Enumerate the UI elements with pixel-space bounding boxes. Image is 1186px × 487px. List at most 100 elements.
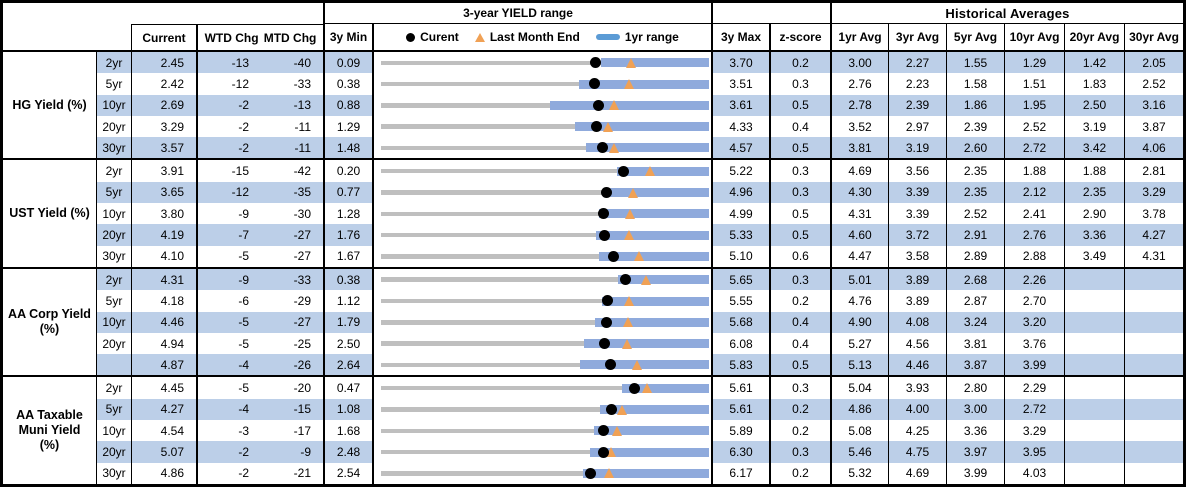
3y-max-value: 4.33 bbox=[711, 115, 769, 138]
avg-value-30yr-avg: 3.29 bbox=[1124, 181, 1183, 204]
range-bar-1yr bbox=[602, 296, 709, 306]
3y-max-value: 5.83 bbox=[711, 354, 769, 376]
range-bar-1yr bbox=[583, 468, 709, 478]
wtd-chg-value: -13 bbox=[196, 52, 261, 74]
range-track-3yr bbox=[381, 385, 709, 391]
avg-value-1yr-avg: 5.01 bbox=[830, 268, 888, 291]
yield-range-chart bbox=[372, 268, 711, 291]
3y-max-value: 3.61 bbox=[711, 94, 769, 116]
yield-range-chart bbox=[372, 332, 711, 355]
avg-value-30yr-avg bbox=[1124, 462, 1183, 484]
3y-max-value: 5.89 bbox=[711, 420, 769, 442]
avg-value-1yr-avg: 5.27 bbox=[830, 332, 888, 355]
last-month-end-triangle bbox=[604, 468, 615, 479]
avg-value-1yr-avg: 2.78 bbox=[830, 94, 888, 116]
3y-max-value: 3.51 bbox=[711, 73, 769, 95]
current-dot bbox=[600, 186, 612, 198]
z-score-value: 0.2 bbox=[769, 420, 830, 442]
range-track-3yr bbox=[381, 362, 709, 368]
z-score-value: 0.5 bbox=[769, 354, 830, 376]
current-dot bbox=[591, 121, 603, 133]
avg-value-20yr-avg bbox=[1064, 268, 1124, 291]
legend-current: Curent bbox=[406, 30, 459, 44]
last-month-end-triangle bbox=[609, 142, 620, 153]
wtd-chg-value: -2 bbox=[196, 462, 261, 484]
avg-value-5yr-avg: 1.58 bbox=[946, 73, 1004, 95]
tenor-label: 20yr bbox=[96, 441, 131, 463]
3y-max-value: 3.70 bbox=[711, 52, 769, 74]
avg-value-1yr-avg: 4.60 bbox=[830, 224, 888, 246]
z-score-value: 0.2 bbox=[769, 398, 830, 421]
avg-value-10yr-avg: 3.95 bbox=[1004, 441, 1064, 463]
yield-range-chart bbox=[372, 290, 711, 312]
tenor-label: 2yr bbox=[96, 52, 131, 74]
avg-value-5yr-avg: 1.55 bbox=[946, 52, 1004, 74]
last-month-end-triangle bbox=[623, 317, 634, 328]
avg-value-10yr-avg: 2.26 bbox=[1004, 268, 1064, 291]
avg-value-1yr-avg: 2.76 bbox=[830, 73, 888, 95]
3y-min-value: 0.77 bbox=[323, 181, 372, 204]
range-track-3yr bbox=[381, 254, 709, 259]
range-bar-1yr bbox=[600, 58, 709, 68]
avg-value-1yr-avg: 4.69 bbox=[830, 160, 888, 182]
avg-value-20yr-avg bbox=[1064, 420, 1124, 442]
avg-value-30yr-avg: 4.06 bbox=[1124, 137, 1183, 159]
3y-max-value: 4.96 bbox=[711, 181, 769, 204]
avg-value-10yr-avg: 1.88 bbox=[1004, 160, 1064, 182]
avg-value-10yr-avg: 2.41 bbox=[1004, 203, 1064, 225]
section-label: UST Yield (%) bbox=[3, 160, 96, 267]
avg-value-3yr-avg: 3.58 bbox=[888, 245, 946, 267]
avg-value-20yr-avg bbox=[1064, 290, 1124, 312]
table-header: 3-year YIELD range Historical Averages C… bbox=[3, 3, 1183, 52]
current-value: 4.19 bbox=[131, 224, 196, 246]
3y-min-value: 0.09 bbox=[323, 52, 372, 74]
range-bar-1yr bbox=[595, 230, 709, 240]
z-score-value: 0.2 bbox=[769, 290, 830, 312]
avg-value-3yr-avg: 4.08 bbox=[888, 311, 946, 333]
tenor-label: 30yr bbox=[96, 462, 131, 484]
range-bar-1yr bbox=[595, 317, 709, 327]
current-dot bbox=[589, 78, 601, 90]
yield-range-chart bbox=[372, 398, 711, 421]
col-header-current: Current bbox=[131, 24, 196, 50]
avg-value-10yr-avg: 3.20 bbox=[1004, 311, 1064, 333]
mtd-chg-value: -20 bbox=[293, 381, 311, 396]
avg-value-30yr-avg bbox=[1124, 441, 1183, 463]
current-value: 2.45 bbox=[131, 52, 196, 74]
tenor-label: 5yr bbox=[96, 181, 131, 204]
wtd-chg-value: -4 bbox=[196, 398, 261, 421]
range-track-3yr bbox=[381, 428, 709, 434]
current-dot bbox=[599, 338, 611, 350]
3y-min-value: 1.48 bbox=[323, 137, 372, 159]
avg-value-10yr-avg: 2.88 bbox=[1004, 245, 1064, 267]
current-dot bbox=[597, 142, 609, 154]
last-month-end-triangle bbox=[605, 447, 616, 458]
current-dot bbox=[598, 208, 610, 220]
range-track-3yr bbox=[381, 81, 709, 87]
range-bar-1yr bbox=[593, 426, 709, 436]
avg-value-30yr-avg: 3.16 bbox=[1124, 94, 1183, 116]
mtd-chg-value: -35 bbox=[261, 181, 323, 204]
yield-range-chart bbox=[372, 441, 711, 463]
wtd-chg-value: -2 bbox=[196, 441, 261, 463]
3y-max-value: 5.61 bbox=[711, 377, 769, 399]
avg-value-30yr-avg bbox=[1124, 332, 1183, 355]
3y-min-value: 1.68 bbox=[323, 420, 372, 442]
3y-max-value: 4.99 bbox=[711, 203, 769, 225]
z-score-value: 0.4 bbox=[769, 311, 830, 333]
wtd-chg-value: -5 bbox=[196, 332, 261, 355]
tenor-label bbox=[96, 354, 131, 376]
wtd-chg-value: -12 bbox=[196, 181, 261, 204]
current-dot bbox=[620, 274, 632, 286]
wtd-chg-value: -6 bbox=[196, 290, 261, 312]
range-bar-1yr bbox=[599, 251, 709, 261]
current-value: 3.91 bbox=[131, 160, 196, 182]
3y-max-value: 5.33 bbox=[711, 224, 769, 246]
tenor-label: 5yr bbox=[96, 290, 131, 312]
range-track-3yr bbox=[381, 277, 709, 282]
chart-legend: Curent Last Month End 1yr range bbox=[372, 24, 711, 50]
current-value: 2.42 bbox=[131, 73, 196, 95]
avg-value-1yr-avg: 3.52 bbox=[830, 115, 888, 138]
tenor-label: 30yr bbox=[96, 137, 131, 159]
